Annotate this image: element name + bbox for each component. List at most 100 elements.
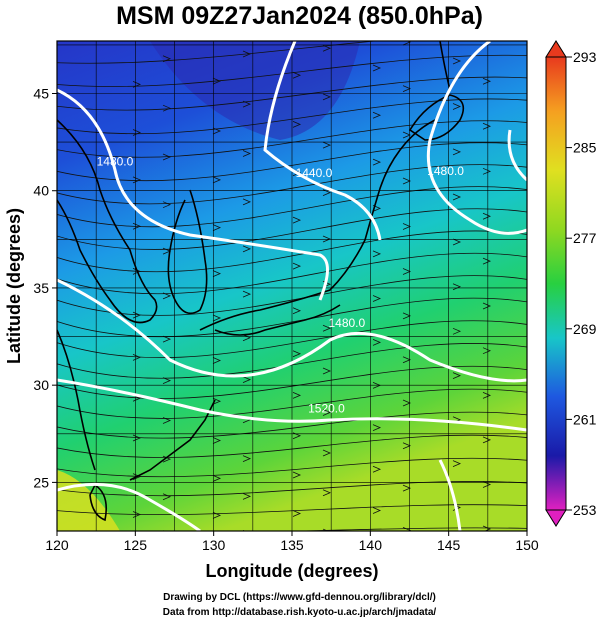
x-axis: 120 125 130 135 140 145 150 xyxy=(45,531,539,553)
streamline-arrow xyxy=(402,177,412,185)
streamline-arrow xyxy=(402,223,412,230)
streamline-arrow xyxy=(213,28,220,34)
contour-label: 1480.0 xyxy=(427,164,464,178)
colorbar: 293 285 277 269 261 253 xyxy=(545,40,597,527)
streamline-arrow xyxy=(452,193,462,201)
streamline-arrow xyxy=(212,512,222,519)
streamline-arrow xyxy=(242,455,252,462)
streamline-arrow xyxy=(212,77,222,85)
streamline-arrow xyxy=(133,33,140,39)
chart-title: MSM 09Z27Jan2024 (850.0hPa) xyxy=(116,2,483,30)
streamline-arrow xyxy=(292,392,302,399)
contour-1480-northeast xyxy=(507,129,527,182)
streamline-arrow xyxy=(372,465,382,473)
streamline-arrow xyxy=(242,290,252,298)
contour-label: 1440.0 xyxy=(296,166,333,180)
streamline-arrow xyxy=(212,127,222,135)
streamline-arrow xyxy=(482,77,492,85)
x-tick-label: 125 xyxy=(124,537,148,553)
streamline-arrow xyxy=(452,148,462,156)
streamline-arrow xyxy=(402,85,412,92)
streamline-arrow xyxy=(212,437,222,444)
streamline-arrow xyxy=(402,526,412,531)
x-tick-label: 120 xyxy=(45,537,69,553)
contour-label: 1480.0 xyxy=(328,316,365,330)
lat-lon-grid xyxy=(57,41,527,531)
streamline-arrow xyxy=(452,103,462,110)
streamline-arrow xyxy=(452,283,462,291)
streamline-arrow xyxy=(402,356,412,364)
x-tick-label: 135 xyxy=(280,537,304,553)
y-axis-label: Latitude (degrees) xyxy=(4,208,24,364)
colorbar-label: 269 xyxy=(573,321,597,337)
streamline-arrow xyxy=(322,324,332,332)
streamline-arrow xyxy=(162,292,172,300)
streamline-arrow xyxy=(482,122,492,130)
streamline-arrow xyxy=(242,100,252,108)
coastline-ryukyu xyxy=(129,399,216,481)
streamline-arrow xyxy=(482,391,492,399)
streamline-arrow xyxy=(372,111,382,119)
streamline-arrow xyxy=(292,510,302,517)
streamline-arrow xyxy=(372,424,382,431)
streamline-arrow xyxy=(483,33,490,39)
colorbar-label: 277 xyxy=(573,230,597,246)
y-tick-label: 40 xyxy=(33,183,49,199)
streamline-arrow xyxy=(162,201,172,209)
streamline-arrow xyxy=(242,50,252,58)
x-axis-label: Longitude (degrees) xyxy=(205,561,378,581)
x-tick-label: 140 xyxy=(359,537,383,553)
streamline-arrow xyxy=(212,176,222,184)
streamline-arrow xyxy=(212,270,222,278)
credit-data-source: Data from http://database.rish.kyoto-u.a… xyxy=(162,607,437,618)
streamline-arrow xyxy=(452,460,462,468)
streamline-arrow xyxy=(292,262,302,270)
streamline-arrow xyxy=(372,507,382,514)
contour-1560 xyxy=(57,482,201,531)
streamline-arrow xyxy=(212,314,222,322)
streamline-arrow xyxy=(452,238,462,246)
x-tick-label: 145 xyxy=(437,537,461,553)
contour-1440-north xyxy=(263,41,382,241)
streamline-arrow xyxy=(402,442,412,450)
colorbar-bottom-triangle xyxy=(545,509,567,527)
streamline-arrow xyxy=(242,334,252,342)
streamline-arrow xyxy=(292,350,302,358)
streamline-arrow xyxy=(212,357,222,364)
contour-1480-east xyxy=(426,41,527,235)
streamline-arrow xyxy=(322,409,332,416)
streamline-arrow xyxy=(372,158,382,166)
streamline xyxy=(286,527,527,531)
y-tick-label: 30 xyxy=(33,377,49,393)
streamline-arrow xyxy=(322,93,332,101)
contour-1520 xyxy=(57,378,527,432)
credit-dcl: Drawing by DCL (https://www.gfd-dennou.o… xyxy=(163,592,436,603)
contour-labels: 1480.0 1440.0 1480.0 1480.0 1520.0 xyxy=(97,154,465,415)
streamline-arrow xyxy=(482,167,492,175)
streamline-arrow xyxy=(482,302,492,310)
contour-1440 xyxy=(57,88,329,301)
streamline-arrow xyxy=(162,417,172,424)
map-figure: 1480.0 1440.0 1480.0 1480.0 1520.0 120 125 130… xyxy=(4,23,597,581)
streamline-arrow xyxy=(482,257,492,265)
streamline-arrow xyxy=(452,372,462,379)
coastline-taiwan xyxy=(89,483,108,522)
x-tick-label: 150 xyxy=(515,537,539,553)
streamline-arrow xyxy=(162,55,172,63)
streamline-arrow xyxy=(242,245,252,253)
colorbar-labels: 293 285 277 269 261 253 xyxy=(566,49,597,518)
contour-1480-south xyxy=(57,278,527,383)
streamline-arrow xyxy=(452,327,462,335)
contour-label: 1480.0 xyxy=(97,154,134,168)
streamline-arrow xyxy=(162,493,172,501)
contour-label: 1520.0 xyxy=(308,401,345,415)
streamline-arrow xyxy=(162,455,172,463)
streamline-arrow xyxy=(292,120,302,128)
coastline-hokkaido xyxy=(408,94,465,141)
streamline-arrow xyxy=(292,307,302,315)
coastline-kyushu-shikoku xyxy=(214,304,341,336)
streamline-arrow xyxy=(292,471,302,479)
streamline-arrow xyxy=(293,23,300,29)
streamline-arrow xyxy=(292,71,302,79)
coastline-china-korea xyxy=(57,119,158,324)
